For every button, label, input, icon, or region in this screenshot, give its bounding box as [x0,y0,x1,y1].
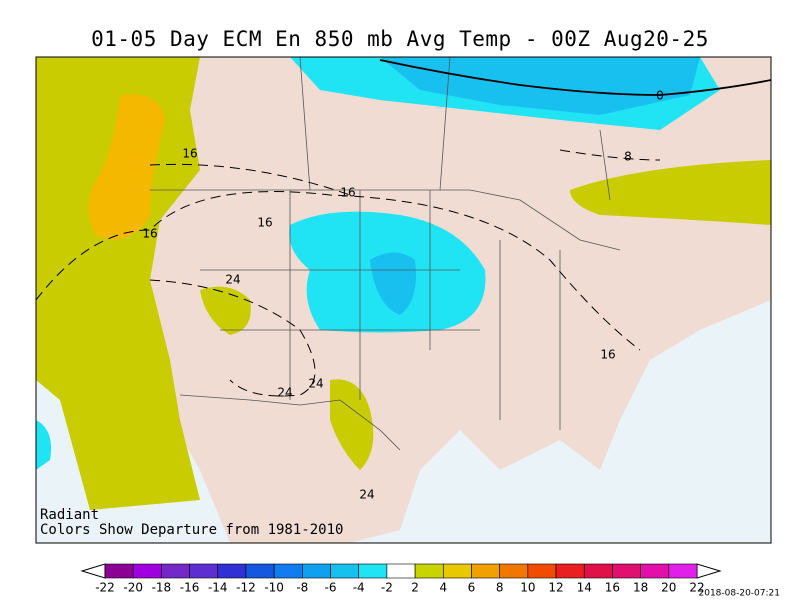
source-note: Radiant [40,507,99,523]
contour-label: 24 [308,377,323,391]
colorbar-tick-label: 4 [439,581,447,595]
colorbar-tick-label: 2 [411,581,419,595]
map-frame [35,56,772,544]
legend-note: Colors Show Departure from 1981-2010 [40,522,343,538]
colorbar-tick-label: 20 [661,581,676,595]
colorbar-tick-label: -16 [180,581,200,595]
color-swatch [442,563,472,579]
zero-contour [379,59,771,96]
borders [150,57,621,451]
warm-anomaly [88,94,165,240]
contour-label: 8 [624,150,632,164]
colorbar-tick-label: 8 [496,581,504,595]
colorbar-tick-label: -12 [236,581,256,595]
colorbar-tick-label: -2 [381,581,393,595]
color-swatch [386,563,416,579]
colorbar-tick-label: 22 [689,581,704,595]
colorbar-tick-label: 12 [548,581,563,595]
colorbar-tick-label: 16 [605,581,620,595]
color-swatch [132,563,162,579]
colorbar-tick-label: 14 [577,581,592,595]
map: 0 8 16 16 16 16 16 24 24 24 24 Radiant Colors Show… [35,56,772,544]
color-swatch [245,563,275,579]
contour-labels: 0 8 16 16 16 16 16 24 24 24 24 [142,89,664,502]
colorbar-arrow [696,563,722,579]
colorbar-arrow [80,563,106,579]
contour-label: 0 [656,89,664,103]
contour-label: 16 [600,348,615,362]
color-swatch [273,563,303,579]
contour-label: 24 [277,386,292,400]
colorbar-tick-label: -4 [353,581,365,595]
negative-anomaly [380,57,700,115]
colorbar-tick-label: -8 [296,581,308,595]
colorbar: -22 -20 -18 -16 -14 -12 -10 -8 -6 -4 -2 2 4 6 8 10 12 14 1… [80,563,722,595]
negative-anomaly [370,252,416,315]
positive-anomaly [36,57,200,510]
colorbar-tick-label: 10 [520,581,535,595]
color-swatch [217,563,247,579]
positive-anomaly [570,160,771,225]
colorbar-tick-label: -6 [325,581,337,595]
contour-label: 24 [225,273,240,287]
contours [36,149,661,397]
color-swatch [330,563,360,579]
colorbar-tick-label: -22 [95,581,115,595]
color-swatch [471,563,500,579]
color-swatch [414,563,444,579]
color-swatch [499,563,529,579]
color-swatch [302,563,331,579]
colorbar-tick-label: -18 [152,581,172,595]
contour-label: 16 [257,216,272,230]
contour-label: 24 [359,488,374,502]
colorbar-tick-label: 18 [633,581,648,595]
colorbar-tick-label: -14 [208,581,228,595]
color-swatch [189,563,219,579]
positive-anomaly [200,286,374,470]
contour-label: 16 [340,186,355,200]
contour-label: 16 [182,147,197,161]
color-swatch [583,563,613,579]
color-swatch [527,563,557,579]
color-swatch [668,563,698,579]
color-swatch [161,563,190,579]
timestamp: 2018-08-20-07:21 [699,589,781,599]
color-swatch [555,563,585,579]
color-swatch [612,563,641,579]
title: 01-05 Day ECM En 850 mb Avg Temp - 00Z A… [91,27,709,51]
color-swatch [640,563,670,579]
colorbar-tick-label: 6 [468,581,476,595]
colorbar-tick-label: -20 [123,581,143,595]
color-swatch [104,563,134,579]
negative-anomaly [36,420,52,470]
contour-label: 16 [142,227,157,241]
color-swatch [358,563,388,579]
colorbar-tick-label: -10 [264,581,284,595]
